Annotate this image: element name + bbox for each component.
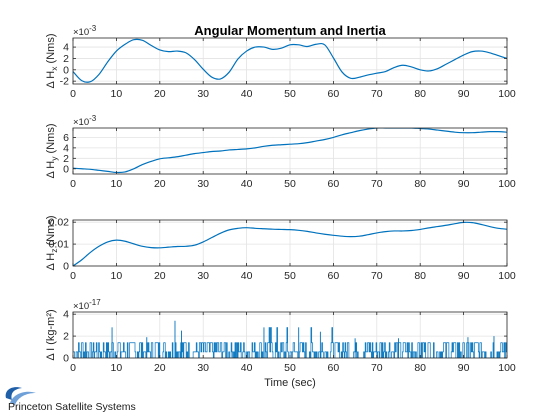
x-tick-label: 50: [284, 362, 296, 374]
x-tick-label: 50: [284, 88, 296, 100]
x-tick-label: 70: [371, 270, 383, 282]
x-tick-label: 30: [197, 178, 209, 190]
x-tick-label: 60: [328, 178, 340, 190]
y-tick-label: 0.02: [49, 217, 70, 229]
brand-logo: Princeton Satellite Systems: [5, 387, 136, 413]
x-tick-label: 50: [284, 178, 296, 190]
y-tick-label: 2: [63, 153, 69, 165]
x-tick-label: 100: [498, 270, 516, 282]
x-tick-label: 30: [197, 270, 209, 282]
y-tick-label: 0.01: [49, 239, 70, 251]
y-tick-label: 0: [63, 64, 69, 76]
y-exponent-label: ×10-17: [73, 298, 101, 312]
x-tick-label: 100: [498, 362, 516, 374]
x-tick-label: 20: [154, 178, 166, 190]
x-tick-label: 70: [371, 362, 383, 374]
x-tick-label: 10: [111, 88, 123, 100]
x-tick-label: 10: [111, 178, 123, 190]
x-tick-label: 0: [70, 178, 76, 190]
x-tick-label: 40: [241, 178, 253, 190]
x-tick-label: 10: [111, 270, 123, 282]
y-tick-label: 4: [63, 142, 69, 154]
y-tick-label: 4: [63, 42, 69, 54]
subplot-4: 0 10 20 30 40 50 60 70 80 90 100 0 2 4 ×10-17 Δ I (kg-m…: [45, 298, 516, 389]
y-tick-label: 2: [63, 53, 69, 65]
x-axis-label: Time (sec): [264, 377, 316, 389]
x-tick-label: 90: [458, 362, 470, 374]
y-tick-label: 4: [63, 309, 69, 321]
x-tick-label: 100: [498, 88, 516, 100]
y-axis-label: Δ Hz (Nms): [45, 216, 59, 271]
y-tick-label: 6: [63, 132, 69, 144]
series-line-1: [73, 38, 507, 83]
x-tick-label: 80: [414, 88, 426, 100]
y-tick-label: -2: [60, 76, 69, 88]
y-tick-label: 0: [63, 353, 69, 365]
y-exponent-label: ×10-3: [73, 24, 97, 38]
y-tick-label: 0: [63, 261, 69, 273]
x-tick-label: 90: [458, 178, 470, 190]
brand-swoosh-icon: [5, 387, 22, 400]
x-tick-label: 60: [328, 88, 340, 100]
x-tick-label: 40: [241, 362, 253, 374]
x-tick-label: 100: [498, 178, 516, 190]
x-tick-label: 80: [414, 362, 426, 374]
x-tick-label: 70: [371, 178, 383, 190]
x-tick-label: 60: [328, 362, 340, 374]
x-tick-label: 20: [154, 88, 166, 100]
x-tick-label: 40: [241, 88, 253, 100]
x-tick-label: 90: [458, 88, 470, 100]
series-line-1: [73, 128, 507, 174]
series-step-noise: [73, 327, 507, 358]
figure-title: Angular Momentum and Inertia: [194, 23, 386, 38]
y-axis-label: Δ Hy (Nms): [45, 124, 59, 179]
x-tick-label: 70: [371, 88, 383, 100]
x-tick-label: 0: [70, 362, 76, 374]
x-tick-label: 90: [458, 270, 470, 282]
brand-name: Princeton Satellite Systems: [8, 401, 136, 413]
y-axis-label: Δ I (kg-m²): [45, 309, 57, 360]
x-tick-label: 30: [197, 88, 209, 100]
y-axis-label: Δ Hx (Nms): [45, 34, 59, 89]
subplot-3: 0 10 20 30 40 50 60 70 80 90 100 0 0.01 0.02Δ Hz (Nms…: [45, 216, 516, 283]
y-exponent-label: ×10-3: [73, 114, 97, 128]
x-tick-label: 0: [70, 270, 76, 282]
x-tick-label: 20: [154, 270, 166, 282]
x-tick-label: 0: [70, 88, 76, 100]
y-tick-label: 0: [63, 163, 69, 175]
x-tick-label: 30: [197, 362, 209, 374]
x-tick-label: 40: [241, 270, 253, 282]
x-tick-label: 10: [111, 362, 123, 374]
x-tick-label: 80: [414, 270, 426, 282]
x-tick-label: 80: [414, 178, 426, 190]
series-line-1: [73, 221, 507, 266]
x-tick-label: 60: [328, 270, 340, 282]
y-tick-label: 2: [63, 331, 69, 343]
x-tick-label: 50: [284, 270, 296, 282]
brand-swoosh-light-icon: [10, 391, 36, 405]
x-tick-label: 20: [154, 362, 166, 374]
